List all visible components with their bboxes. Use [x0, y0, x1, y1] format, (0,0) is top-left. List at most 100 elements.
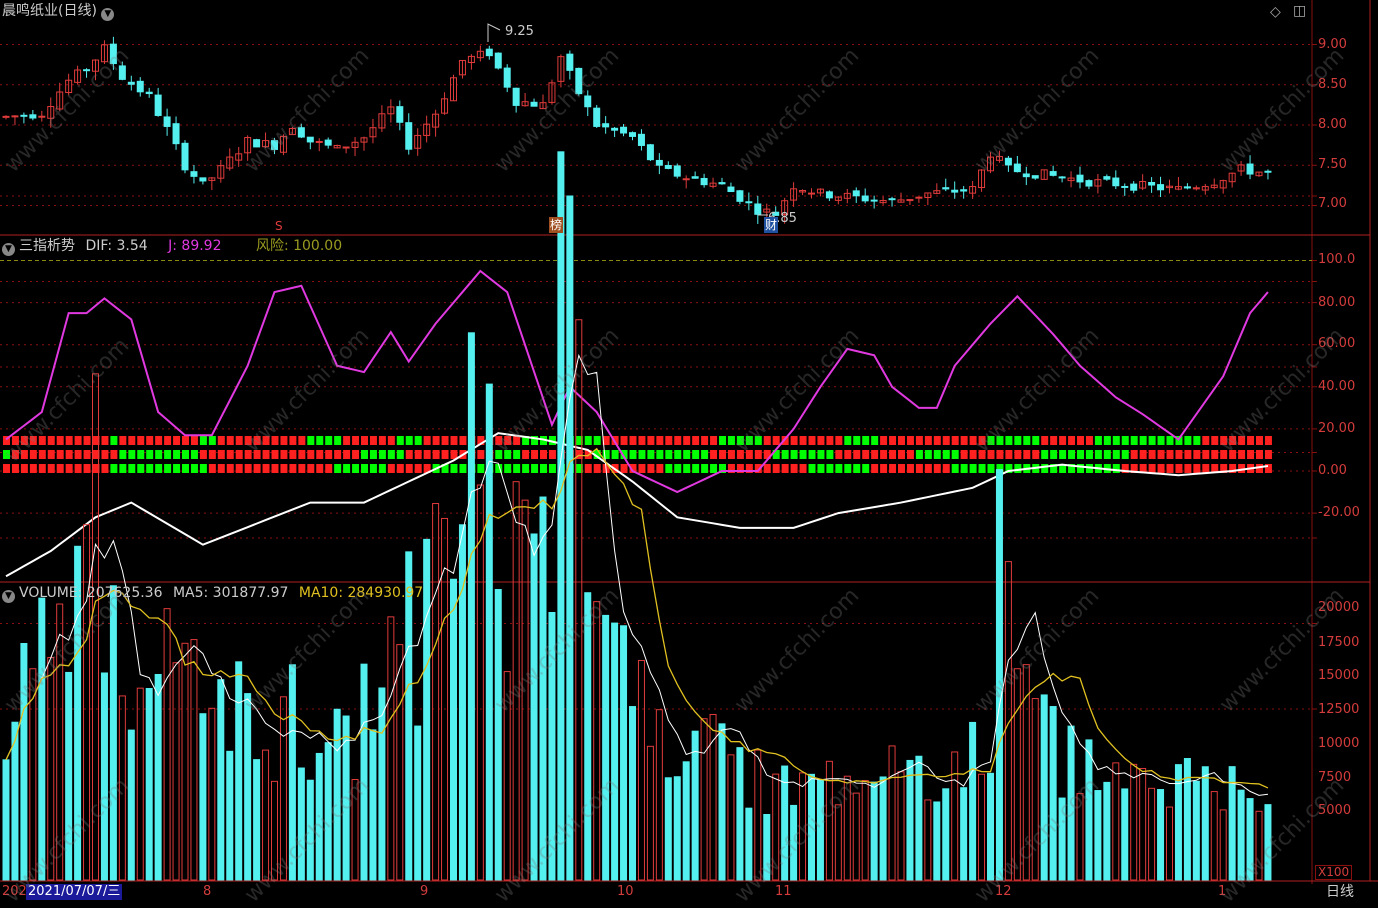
volume-bar	[870, 781, 878, 881]
signal-block	[3, 436, 10, 445]
signal-block	[799, 464, 807, 473]
candle	[405, 122, 413, 150]
candle	[244, 137, 252, 154]
signal-block	[20, 436, 28, 445]
volume-bar	[369, 729, 377, 881]
ind-tick: 0.00	[1318, 463, 1347, 478]
signal-block	[719, 464, 726, 473]
indicator-menu-icon[interactable]: ▼	[2, 243, 15, 256]
volume-bar	[611, 622, 619, 881]
signal-block	[495, 464, 503, 473]
signal-block	[960, 436, 968, 445]
signal-block	[495, 450, 503, 459]
signal-block	[871, 436, 879, 445]
signal-block	[763, 464, 771, 473]
volume-bar	[584, 592, 592, 881]
volume-bar	[1139, 767, 1147, 881]
candle	[1148, 181, 1156, 186]
volume-bar	[396, 644, 404, 881]
signal-block	[92, 450, 100, 459]
signal-block	[754, 436, 762, 445]
signal-block	[942, 436, 950, 445]
volume-bar	[566, 195, 574, 881]
candle	[369, 127, 377, 138]
signal-block	[1256, 436, 1263, 445]
diamond-icon[interactable]: ◇	[1270, 4, 1281, 20]
candle	[566, 53, 574, 71]
signal-block	[289, 436, 297, 445]
candle	[933, 190, 941, 194]
signal-block	[772, 436, 780, 445]
signal-block	[924, 450, 932, 459]
signal-block	[969, 450, 977, 459]
signal-block	[889, 450, 897, 459]
candle	[978, 169, 986, 189]
j-line	[5, 269, 1269, 494]
signal-block	[1130, 464, 1138, 473]
signal-block	[665, 450, 673, 459]
candle	[987, 156, 994, 172]
candle	[503, 67, 511, 88]
ma10-line	[5, 447, 1269, 789]
signal-block	[969, 464, 977, 473]
volume-bar	[1246, 798, 1254, 881]
signal-block	[334, 450, 342, 459]
candle	[11, 115, 19, 118]
volume-bar	[620, 625, 628, 881]
signal-block	[996, 450, 1004, 459]
signal-block	[155, 450, 163, 459]
signal-block	[29, 464, 37, 473]
candle	[1031, 175, 1039, 179]
volume-menu-icon[interactable]: ▼	[2, 590, 15, 603]
signal-block	[1247, 436, 1255, 445]
candle	[834, 196, 842, 201]
period-label[interactable]: 日线	[1326, 884, 1354, 900]
signal-block	[128, 464, 136, 473]
volume-bar	[1157, 789, 1165, 881]
signal-block	[1157, 436, 1165, 445]
signal-block	[441, 450, 449, 459]
volume-bar	[83, 524, 91, 881]
volume-bar	[378, 687, 386, 881]
signal-block	[817, 450, 825, 459]
candle	[843, 192, 851, 199]
month-tick: 8	[203, 884, 212, 899]
signal-block	[906, 464, 914, 473]
signal-block	[620, 436, 628, 445]
volume-bar	[861, 780, 869, 881]
candle	[799, 190, 807, 193]
candle	[414, 134, 422, 149]
signal-block	[495, 436, 503, 445]
signal-block	[817, 464, 825, 473]
month-tick: 10	[617, 884, 634, 899]
signal-block	[182, 450, 189, 459]
candle	[467, 55, 475, 63]
signal-block	[343, 450, 351, 459]
volume-bar	[995, 469, 1003, 881]
signal-block	[871, 464, 879, 473]
signal-block	[65, 436, 73, 445]
volume-bar	[29, 668, 37, 881]
candle	[20, 114, 28, 117]
signal-block	[745, 464, 753, 473]
signal-block	[307, 464, 315, 473]
volume-bar	[414, 725, 422, 881]
signal-block	[307, 436, 315, 445]
signal-block	[674, 436, 682, 445]
chevron-down-icon[interactable]: ▼	[101, 8, 115, 21]
candle	[360, 137, 368, 143]
signal-block	[110, 436, 118, 445]
signal-block	[29, 436, 37, 445]
signal-block	[638, 450, 646, 459]
volume-bar	[485, 383, 493, 881]
window-icon[interactable]: ◫	[1293, 3, 1307, 19]
candle	[870, 199, 878, 202]
candle	[951, 189, 959, 193]
volume-bar	[235, 661, 243, 881]
signal-block	[1103, 436, 1111, 445]
signal-block	[146, 464, 154, 473]
signal-block	[531, 450, 539, 459]
signal-block	[1220, 436, 1228, 445]
signal-block	[504, 450, 512, 459]
